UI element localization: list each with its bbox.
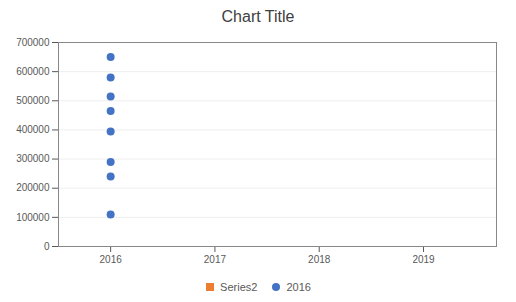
svg-text:2016: 2016 — [100, 254, 123, 265]
svg-text:700000: 700000 — [16, 37, 50, 48]
svg-text:0: 0 — [44, 241, 50, 252]
svg-text:2018: 2018 — [308, 254, 331, 265]
svg-text:300000: 300000 — [16, 153, 50, 164]
html-text:Series2: Series2 — [220, 281, 258, 293]
svg-text:400000: 400000 — [16, 124, 50, 135]
html-text:2016: 2016 — [286, 281, 311, 293]
svg-text:2017: 2017 — [204, 254, 227, 265]
svg-text:500000: 500000 — [16, 95, 50, 106]
svg-text:100000: 100000 — [16, 212, 50, 223]
svg-text:200000: 200000 — [16, 182, 50, 193]
html-text:Chart Title: Chart Title — [221, 8, 295, 25]
svg-text:2019: 2019 — [412, 254, 435, 265]
svg-text:600000: 600000 — [16, 66, 50, 77]
